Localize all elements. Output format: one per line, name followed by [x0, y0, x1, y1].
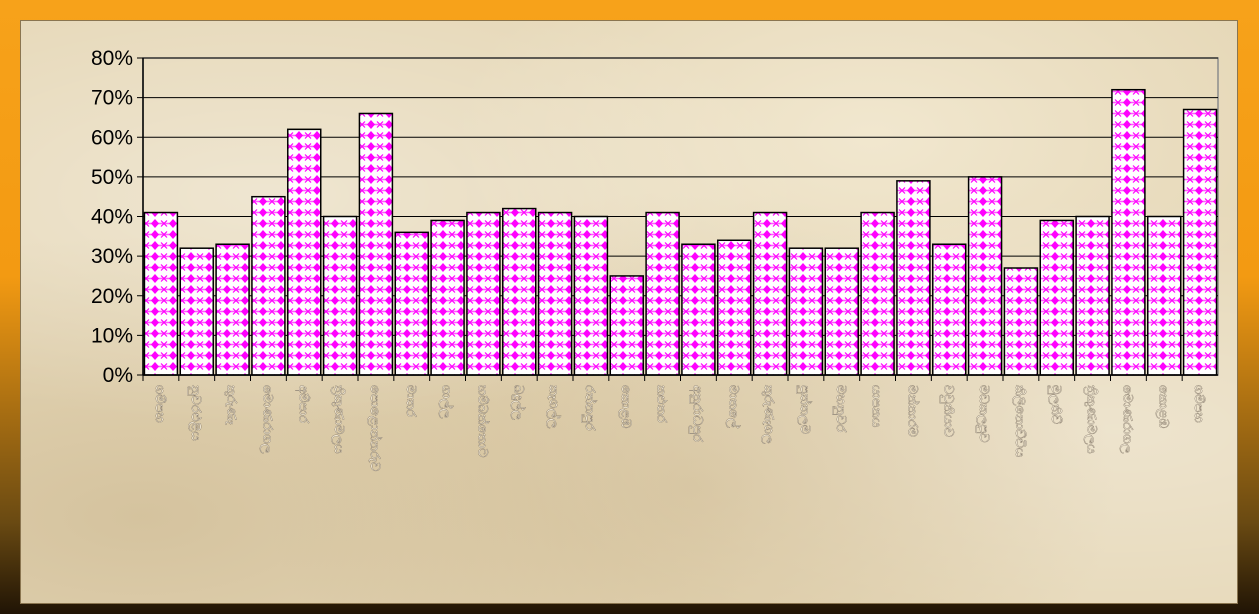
y-axis-ticks: 0% 10% 20% 30% 40% 50% 60% 70% 80%	[91, 47, 144, 387]
x-tick-label: රත්නපුර	[582, 385, 598, 431]
x-tick-label: කොළඹ	[618, 385, 633, 429]
x-tick-label: ත්‍රිකුණාමලය	[331, 385, 346, 454]
bar	[502, 207, 537, 376]
bar-chart: 0% 10% 20% 30% 40% 50% 60% 70% 80% ගම්පහ නුවරඑළිය…	[91, 47, 1219, 472]
y-tick-label: 40%	[91, 206, 133, 229]
bar	[609, 275, 644, 376]
gridlines	[143, 57, 1218, 336]
x-tick-label: මොණරාගල	[259, 385, 274, 454]
y-tick-label: 20%	[91, 285, 133, 308]
bar	[251, 195, 286, 376]
x-tick-label: කිලිනොච්චිය	[1012, 385, 1027, 457]
y-tick-label: 30%	[91, 245, 133, 268]
x-tick-label: කෑගල්ල	[546, 385, 562, 428]
x-tick-label: අම්පාර	[295, 385, 310, 423]
bar	[537, 211, 573, 376]
bar	[358, 112, 394, 376]
bar	[967, 176, 1003, 376]
bar	[860, 211, 895, 376]
bar	[1182, 108, 1218, 376]
x-tick-label: මාතලේ	[725, 385, 741, 428]
y-tick-label: 60%	[91, 126, 133, 149]
bar	[717, 239, 752, 376]
x-tick-label: ගාල්ල	[439, 385, 455, 418]
bar	[1075, 215, 1110, 376]
x-tick-label: කුරුණෑ	[224, 385, 239, 425]
parchment-panel: 0% 10% 20% 30% 40% 50% 60% 70% 80% ගම්පහ නුවරඑළිය…	[20, 20, 1238, 604]
y-tick-label: 0%	[103, 364, 133, 387]
x-tick-label: වවුනියාව	[940, 385, 955, 437]
x-tick-label: කොළඹ	[1155, 385, 1170, 429]
x-tick-label: මුලතිව්	[1048, 385, 1063, 424]
bar	[681, 243, 716, 376]
bar	[215, 243, 250, 376]
bar	[573, 215, 609, 376]
x-tick-label: ගම්පහ	[152, 385, 167, 423]
bar	[430, 219, 465, 376]
bar	[824, 247, 859, 376]
x-tick-label: ගම්පහ	[1191, 385, 1206, 423]
bar	[1039, 219, 1074, 376]
bar	[932, 243, 967, 376]
x-tick-label: යාපනය	[869, 385, 884, 427]
bar	[466, 211, 501, 376]
bar	[788, 247, 824, 376]
y-tick-label: 10%	[91, 324, 133, 347]
bar	[287, 128, 322, 376]
bar	[1147, 215, 1182, 376]
x-tick-label: මන්නාරම	[904, 385, 920, 437]
x-tick-label: හම්බන්තොට	[474, 385, 490, 457]
x-tick-label: මොණරාගල	[1119, 385, 1134, 454]
x-tick-label: අනුරාධපුර	[689, 385, 704, 442]
bar	[752, 211, 788, 376]
bar	[179, 247, 214, 376]
bar	[896, 180, 931, 376]
y-tick-label: 70%	[91, 87, 133, 110]
bar	[645, 211, 680, 376]
bar	[394, 231, 429, 376]
x-tick-label: මහනුවර	[833, 385, 848, 432]
x-tick-label: කළුතර	[654, 385, 669, 423]
y-tick-label: 80%	[91, 47, 133, 70]
y-tick-label: 50%	[91, 166, 133, 189]
x-tick-label: මඩකලපුව	[976, 385, 991, 443]
bars	[143, 88, 1218, 376]
bar	[1111, 88, 1146, 376]
x-tick-label: මාතර	[403, 385, 418, 417]
x-tick-label: කුරුණෑගල	[761, 385, 776, 444]
x-axis-ticks: ගම්පහ නුවරඑළිය කුරුණෑ මොණරාගල අම්පාර ත්‍රිකුණ…	[142, 374, 1218, 472]
x-tick-label: නුවරඑළිය	[188, 385, 203, 441]
x-tick-label: ත්‍රිකුණාමලය	[1084, 385, 1099, 454]
bar	[322, 215, 358, 376]
bar	[1003, 267, 1039, 376]
bar	[143, 211, 179, 376]
x-tick-label: බදුල්ල	[510, 385, 526, 420]
x-tick-label: පොළොන්නරුව	[367, 385, 383, 471]
x-tick-label: පුත්තලම	[797, 385, 813, 434]
